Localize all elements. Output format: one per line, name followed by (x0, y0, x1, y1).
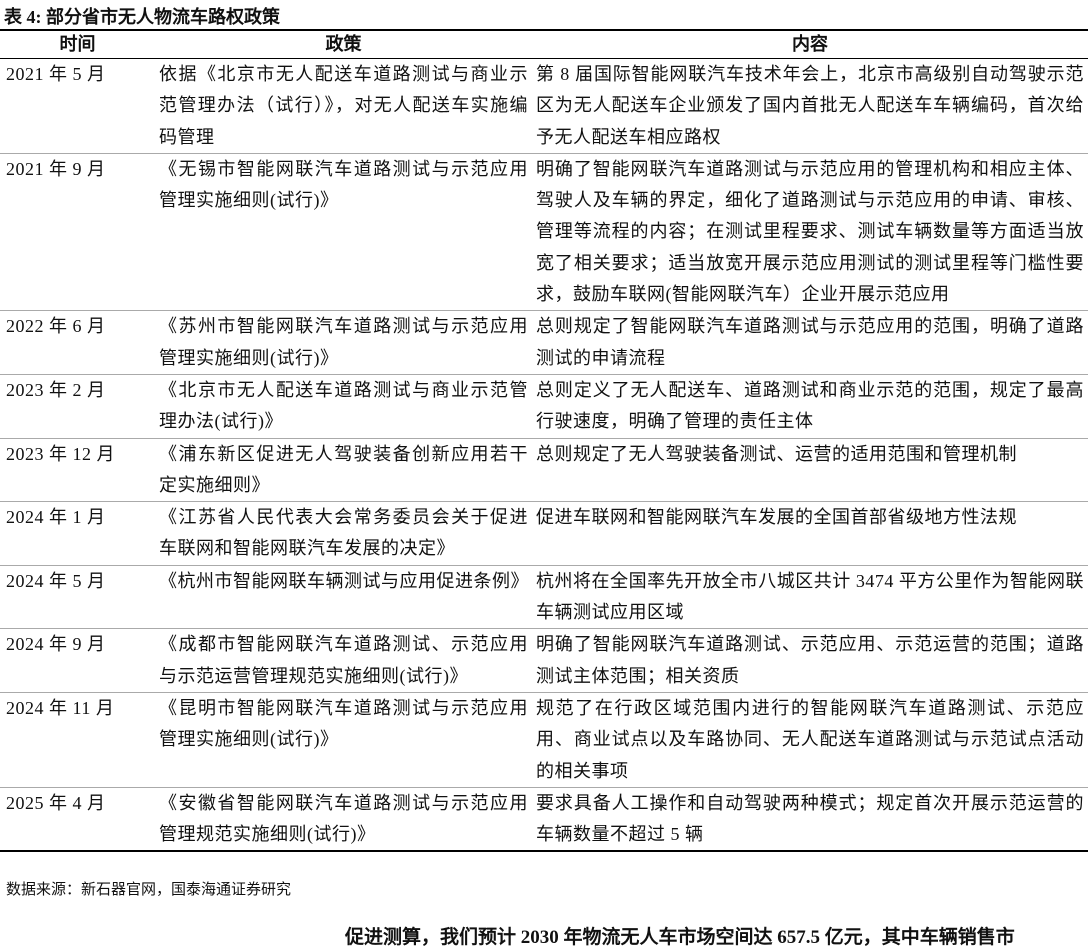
content-cell: 明确了智能网联汽车道路测试与示范应用的管理机构和相应主体、驾驶人及车辆的界定，细… (532, 152, 1088, 311)
date-cell: 2021 年 5 月 (0, 58, 155, 154)
policy-table: 时间 政策 内容 2021 年 5 月依据《北京市无人配送车道路测试与商业示范管理办… (0, 29, 1088, 853)
table-row: 2024 年 1 月《江苏省人民代表大会常务委员会关于促进车联网和智能网联汽车发… (0, 501, 1088, 566)
content-cell: 杭州将在全国率先开放全市八城区共计 3474 平方公里作为智能网联车辆测试应用区… (532, 564, 1088, 629)
date-cell: 2022 年 6 月 (0, 310, 155, 375)
table-row: 2023 年 2 月《北京市无人配送车道路测试与商业示范管理办法(试行)》 总则定… (0, 373, 1088, 439)
source-note: 数据来源：新石器官网，国泰海通证券研究 (6, 882, 292, 898)
body-text: 促进测算，我们预计 2030 年物流无人车市场空间达 657.5 亿元，其中车辆… (345, 927, 1015, 948)
table-row: 2024 年 5 月《杭州市智能网联车辆测试与应用促进条例》 杭州将在全国率先开放… (0, 564, 1088, 629)
table-row: 2024 年 9 月《成都市智能网联汽车道路测试、示范应用与示范运营管理规范实施… (0, 628, 1088, 693)
column-header: 政策 (155, 30, 532, 59)
content-cell: 总则定义了无人配送车、道路测试和商业示范的范围，规定了最高行驶速度，明确了管理的… (532, 373, 1088, 439)
policy-cell: 《昆明市智能网联汽车道路测试与示范应用管理实施细则(试行)》 (155, 691, 532, 788)
date-cell: 2024 年 5 月 (0, 564, 155, 629)
table-title: 表 4: 部分省市无人物流车路权政策 (4, 7, 280, 27)
date-cell: 2024 年 11 月 (0, 691, 155, 788)
content-cell: 要求具备人工操作和自动驾驶两种模式；规定首次开展示范运营的车辆数量不超过 5 辆 (532, 786, 1088, 852)
table-row: 2025 年 4 月《安徽省智能网联汽车道路测试与示范应用管理规范实施细则(试行… (0, 786, 1088, 852)
table-row: 2024 年 11 月《昆明市智能网联汽车道路测试与示范应用管理实施细则(试行)… (0, 691, 1088, 788)
policy-cell: 《杭州市智能网联车辆测试与应用促进条例》 (155, 564, 532, 629)
content-cell: 总则规定了无人驾驶装备测试、运营的适用范围和管理机制 (532, 437, 1088, 502)
policy-cell: 《成都市智能网联汽车道路测试、示范应用与示范运营管理规范实施细则(试行)》 (155, 628, 532, 693)
policy-cell: 《无锡市智能网联汽车道路测试与示范应用管理实施细则(试行)》 (155, 152, 532, 311)
policy-cell: 《北京市无人配送车道路测试与商业示范管理办法(试行)》 (155, 373, 532, 439)
table-row: 2022 年 6 月《苏州市智能网联汽车道路测试与示范应用管理实施细则(试行)》… (0, 310, 1088, 375)
column-header: 时间 (0, 30, 155, 59)
content-cell: 第 8 届国际智能网联汽车技术年会上，北京市高级别自动驾驶示范区为无人配送车企业… (532, 58, 1088, 154)
date-cell: 2023 年 2 月 (0, 373, 155, 439)
column-header: 内容 (532, 30, 1088, 59)
content-cell: 总则规定了智能网联汽车道路测试与示范应用的范围，明确了道路测试的申请流程 (532, 310, 1088, 375)
date-cell: 2025 年 4 月 (0, 786, 155, 852)
policy-cell: 依据《北京市无人配送车道路测试与商业示范管理办法（试行）》，对无人配送车实施编码… (155, 58, 532, 154)
policy-cell: 《江苏省人民代表大会常务委员会关于促进车联网和智能网联汽车发展的决定》 (155, 501, 532, 566)
date-cell: 2024 年 9 月 (0, 628, 155, 693)
content-cell: 规范了在行政区域范围内进行的智能网联汽车道路测试、示范应用、商业试点以及车路协同… (532, 691, 1088, 788)
date-cell: 2023 年 12 月 (0, 437, 155, 502)
table-row: 2023 年 12 月《浦东新区促进无人驾驶装备创新应用若干定实施细则》 总则规定… (0, 437, 1088, 502)
table-row: 2021 年 5 月依据《北京市无人配送车道路测试与商业示范管理办法（试行）》，… (0, 58, 1088, 154)
date-cell: 2021 年 9 月 (0, 152, 155, 311)
table-row: 2021 年 9 月《无锡市智能网联汽车道路测试与示范应用管理实施细则(试行)》… (0, 152, 1088, 311)
header-row: 时间 政策 内容 (0, 30, 1088, 59)
policy-cell: 《安徽省智能网联汽车道路测试与示范应用管理规范实施细则(试行)》 (155, 786, 532, 852)
policy-cell: 《浦东新区促进无人驾驶装备创新应用若干定实施细则》 (155, 437, 532, 502)
content-cell: 促进车联网和智能网联汽车发展的全国首部省级地方性法规 (532, 501, 1088, 566)
date-cell: 2024 年 1 月 (0, 501, 155, 566)
policy-cell: 《苏州市智能网联汽车道路测试与示范应用管理实施细则(试行)》 (155, 310, 532, 375)
content-cell: 明确了智能网联汽车道路测试、示范应用、示范运营的范围；道路测试主体范围；相关资质 (532, 628, 1088, 693)
